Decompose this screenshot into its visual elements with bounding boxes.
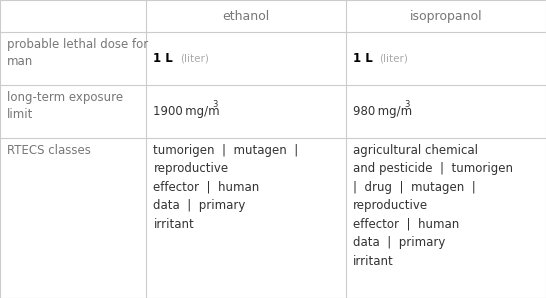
Text: tumorigen  |  mutagen  |
reproductive
effector  |  human
data  |  primary
irrita: tumorigen | mutagen | reproductive effec… (153, 144, 299, 231)
Text: RTECS classes: RTECS classes (7, 144, 91, 157)
Text: ethanol: ethanol (223, 10, 270, 23)
Text: probable lethal dose for
man: probable lethal dose for man (7, 38, 149, 68)
Text: (liter): (liter) (180, 54, 209, 64)
Text: isopropanol: isopropanol (410, 10, 483, 23)
Text: 980 mg/m: 980 mg/m (353, 105, 412, 118)
Text: 1 L: 1 L (353, 52, 373, 65)
Text: 1900 mg/m: 1900 mg/m (153, 105, 220, 118)
Text: long-term exposure
limit: long-term exposure limit (7, 91, 123, 121)
Text: 1 L: 1 L (153, 52, 173, 65)
Text: 3: 3 (212, 100, 218, 109)
Text: agricultural chemical
and pesticide  |  tumorigen
|  drug  |  mutagen  |
reprodu: agricultural chemical and pesticide | tu… (353, 144, 513, 268)
Text: (liter): (liter) (379, 54, 408, 64)
Text: 3: 3 (404, 100, 410, 109)
